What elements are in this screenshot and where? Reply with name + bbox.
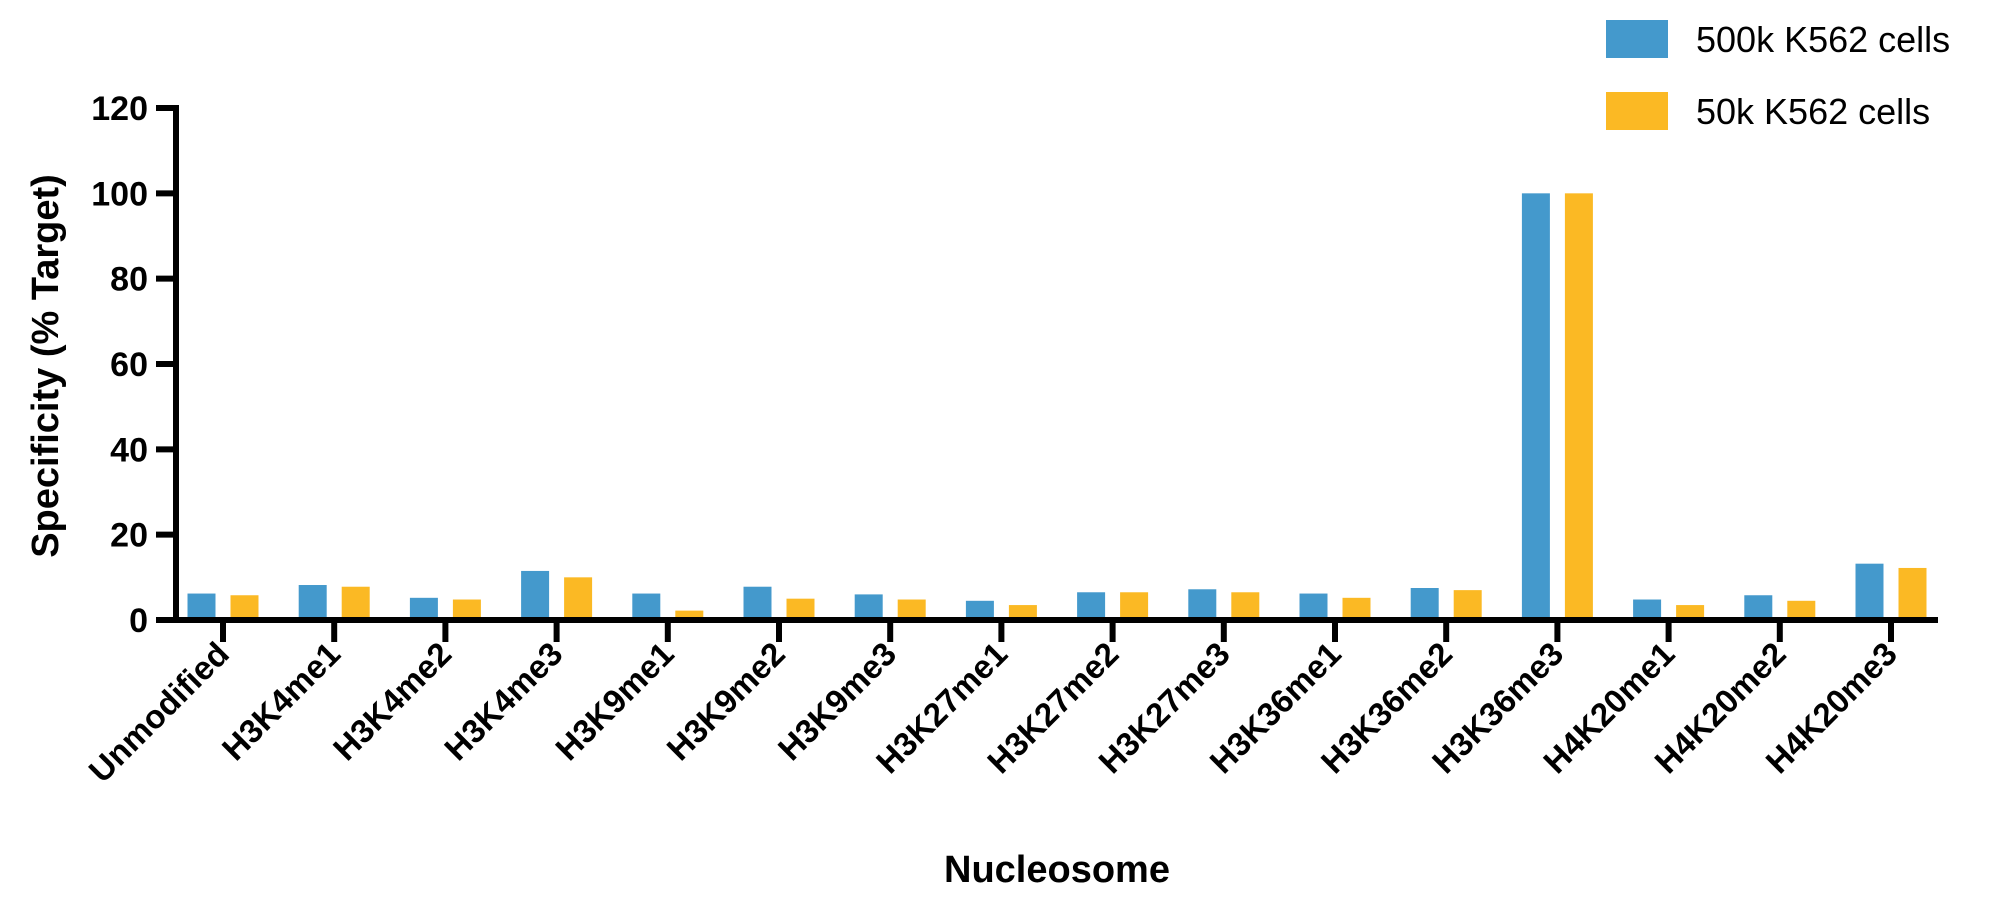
bar-series-2-h3k36me1 [1342, 597, 1371, 620]
bar-series-1-h3k36me3 [1521, 193, 1550, 621]
x-tick-label: H3K9me1 [548, 635, 681, 768]
legend-swatch-1 [1606, 20, 1668, 58]
x-axis-title: Nucleosome [944, 849, 1170, 891]
bar-series-2-h3k4me2 [452, 599, 481, 620]
bar-series-1-h3k27me3 [1188, 589, 1217, 620]
bar-series-1-h3k36me2 [1410, 588, 1439, 620]
y-tick-label: 100 [91, 175, 148, 213]
bar-series-2-h3k36me2 [1453, 590, 1482, 620]
bar-series-1-h3k9me2 [743, 586, 772, 620]
bars-group [187, 193, 1927, 621]
bar-series-1-h4k20me1 [1633, 599, 1662, 620]
bar-series-2-h4k20me3 [1898, 567, 1927, 620]
x-tick-label: H3K4me2 [326, 635, 459, 768]
bar-series-2-h3k9me1 [675, 610, 704, 620]
bar-series-2-h3k9me3 [897, 599, 926, 620]
bar-series-1-unmodified [187, 593, 216, 620]
y-tick-label: 60 [110, 346, 148, 384]
x-tick-label: H3K4me3 [437, 635, 570, 768]
x-tick-label: H3K4me1 [215, 635, 348, 768]
bar-series-2-h3k36me3 [1564, 193, 1593, 621]
bar-series-2-h3k27me1 [1008, 605, 1037, 620]
bar-series-1-h3k4me1 [298, 585, 327, 620]
bar-series-1-h3k36me1 [1299, 593, 1328, 620]
y-tick-label: 80 [110, 261, 148, 299]
bar-series-1-h4k20me3 [1855, 563, 1884, 620]
x-ticks-group: UnmodifiedH3K4me1H3K4me2H3K4me3H3K9me1H3… [81, 620, 1904, 789]
bar-series-1-h3k9me1 [632, 593, 661, 620]
x-tick-label: Unmodified [81, 635, 235, 789]
legend-swatch-2 [1606, 92, 1668, 130]
y-tick-label: 40 [110, 431, 148, 469]
bar-series-2-h3k27me2 [1120, 592, 1149, 620]
bar-series-1-h3k4me3 [521, 570, 550, 620]
bar-series-1-h4k20me2 [1744, 595, 1773, 620]
legend-label-1: 500k K562 cells [1696, 19, 1950, 60]
y-tick-label: 20 [110, 517, 148, 555]
bar-series-2-h4k20me2 [1787, 600, 1816, 620]
bar-series-2-h3k9me2 [786, 598, 815, 620]
x-tick-label: H3K9me2 [659, 635, 792, 768]
axes-group [173, 105, 1938, 623]
bar-series-1-h3k9me3 [854, 594, 883, 620]
y-axis-title: Specificity (% Target) [25, 174, 67, 558]
bar-series-1-h3k4me2 [409, 597, 438, 620]
legend-label-2: 50k K562 cells [1696, 91, 1930, 132]
bar-series-1-h3k27me2 [1077, 592, 1106, 620]
legend: 500k K562 cells 50k K562 cells [1606, 19, 1950, 132]
y-ticks-group: 0 20 40 60 80 100 120 [91, 90, 176, 640]
bar-series-1-h3k27me1 [965, 600, 994, 620]
y-tick-label: 120 [91, 90, 148, 128]
bar-series-2-h4k20me1 [1676, 605, 1705, 620]
bar-series-2-unmodified [230, 595, 259, 620]
bar-series-2-h3k4me1 [341, 586, 370, 620]
bar-series-2-h3k27me3 [1231, 592, 1260, 620]
bar-series-2-h3k4me3 [564, 577, 593, 620]
y-tick-label: 0 [129, 602, 148, 640]
